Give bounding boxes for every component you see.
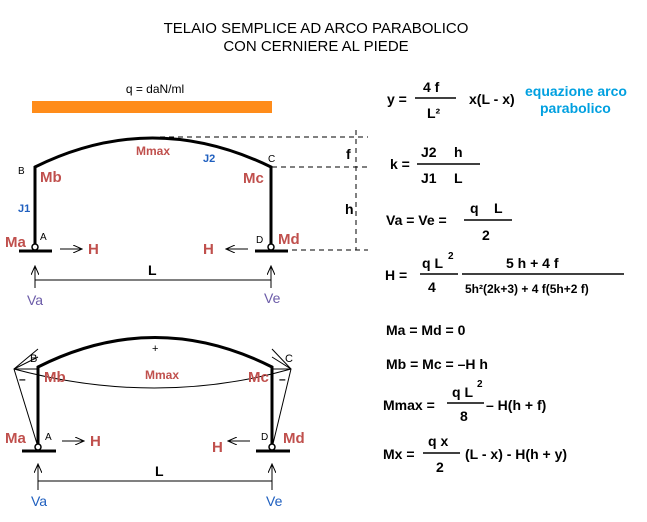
ma-label-top: Ma bbox=[5, 234, 26, 251]
va-label-bottom: Va bbox=[31, 493, 47, 509]
distributed-load-bar bbox=[32, 101, 272, 113]
md-label-bottom: Md bbox=[283, 430, 305, 447]
svg-text:k =: k = bbox=[390, 156, 410, 172]
svg-text:L²: L² bbox=[427, 105, 441, 121]
minus-sign-right: – bbox=[279, 372, 286, 386]
svg-text:y =: y = bbox=[387, 91, 407, 107]
hinge-support-d bbox=[255, 243, 288, 253]
mb-label-top: Mb bbox=[40, 169, 62, 186]
hinge-support-a bbox=[19, 243, 52, 253]
mb-label-bottom: Mb bbox=[44, 369, 66, 386]
dimension-h: h bbox=[345, 201, 354, 217]
svg-text:Va = Ve =: Va = Ve = bbox=[386, 212, 447, 228]
mc-label-bottom: Mc bbox=[248, 369, 269, 386]
svg-text:5h²(2k+3) + 4 f(5h+2 f): 5h²(2k+3) + 4 f(5h+2 f) bbox=[465, 282, 589, 296]
svg-text:q: q bbox=[470, 200, 479, 216]
frame-structure-bottom bbox=[36, 336, 274, 447]
mmax-label-top: Mmax bbox=[136, 144, 170, 158]
node-c-bottom: C bbox=[285, 353, 293, 365]
svg-text:q L: q L bbox=[422, 255, 443, 271]
load-label: q = daN/ml bbox=[126, 82, 184, 96]
node-d-top: D bbox=[256, 235, 263, 246]
va-label-top: Va bbox=[27, 292, 43, 308]
svg-text:J1: J1 bbox=[421, 170, 437, 186]
l-label-top: L bbox=[148, 262, 157, 278]
formula-k: k = J2 h J1 L bbox=[390, 144, 480, 186]
svg-text:L: L bbox=[494, 200, 503, 216]
svg-text:q x: q x bbox=[428, 433, 448, 449]
svg-text:h: h bbox=[454, 144, 463, 160]
svg-text:(L - x) - H(h + y): (L - x) - H(h + y) bbox=[465, 446, 567, 462]
j1-label: J1 bbox=[18, 203, 30, 215]
note-equation-line2: parabolico bbox=[540, 100, 611, 116]
note-equation-line1: equazione arco bbox=[525, 83, 627, 99]
formula-va: Va = Ve = q L 2 bbox=[386, 200, 512, 243]
svg-text:2: 2 bbox=[436, 459, 444, 475]
h-label-right-top: H bbox=[203, 241, 214, 258]
node-a-top: A bbox=[40, 232, 47, 243]
h-label-left-top: H bbox=[88, 241, 99, 258]
svg-text:– H(h + f): – H(h + f) bbox=[486, 397, 546, 413]
node-a-bottom: A bbox=[45, 432, 52, 443]
node-b-bottom: B bbox=[30, 353, 37, 365]
formula-parabola: y = 4 f L² x(L - x) equazione arco parab… bbox=[387, 79, 627, 121]
moment-diagram bbox=[13, 348, 292, 449]
frame-structure bbox=[33, 136, 273, 247]
md-label-top: Md bbox=[278, 231, 300, 248]
svg-text:q L: q L bbox=[452, 384, 473, 400]
node-b-top: B bbox=[18, 166, 25, 177]
svg-text:2: 2 bbox=[477, 379, 483, 390]
hinge-support-d-bottom bbox=[256, 443, 290, 453]
mmax-label-bottom: Mmax bbox=[145, 368, 179, 382]
svg-text:2: 2 bbox=[448, 251, 454, 262]
svg-text:4 f: 4 f bbox=[423, 79, 440, 95]
mc-label-top: Mc bbox=[243, 170, 264, 187]
dimension-lines bbox=[160, 130, 368, 251]
dimension-f: f bbox=[346, 146, 351, 162]
ve-label-top: Ve bbox=[264, 290, 281, 306]
svg-text:5 h + 4 f: 5 h + 4 f bbox=[506, 255, 559, 271]
svg-text:8: 8 bbox=[460, 408, 468, 424]
svg-text:Mmax =: Mmax = bbox=[383, 397, 435, 413]
formula-h: H = q L 2 4 5 h + 4 f 5h²(2k+3) + 4 f(5h… bbox=[385, 251, 624, 296]
svg-text:L: L bbox=[454, 170, 463, 186]
svg-text:x(L - x): x(L - x) bbox=[469, 91, 515, 107]
minus-sign-left: – bbox=[19, 372, 26, 386]
svg-text:4: 4 bbox=[428, 279, 436, 295]
l-label-bottom: L bbox=[155, 463, 164, 479]
svg-text:J2: J2 bbox=[421, 144, 437, 160]
formula-ma-md: Ma = Md = 0 bbox=[386, 322, 466, 338]
h-label-left-bottom: H bbox=[90, 433, 101, 450]
svg-text:H =: H = bbox=[385, 267, 407, 283]
node-c-top: C bbox=[268, 154, 275, 165]
ve-label-bottom: Ve bbox=[266, 493, 283, 509]
formula-mx: Mx = q x 2 (L - x) - H(h + y) bbox=[383, 433, 567, 475]
h-label-right-bottom: H bbox=[212, 439, 223, 456]
formula-mb-mc: Mb = Mc = –H h bbox=[386, 356, 488, 372]
formula-mmax: Mmax = q L 2 8 – H(h + f) bbox=[383, 379, 546, 424]
ma-label-bottom: Ma bbox=[5, 430, 26, 447]
hinge-support-a-bottom bbox=[22, 443, 56, 453]
svg-text:2: 2 bbox=[482, 227, 490, 243]
node-d-bottom: D bbox=[261, 432, 268, 443]
j2-label: J2 bbox=[203, 153, 215, 165]
title-line2: CON CERNIERE AL PIEDE bbox=[223, 38, 408, 55]
title-line1: TELAIO SEMPLICE AD ARCO PARABOLICO bbox=[164, 20, 469, 37]
plus-sign: + bbox=[152, 343, 158, 355]
svg-text:Mx =: Mx = bbox=[383, 446, 415, 462]
